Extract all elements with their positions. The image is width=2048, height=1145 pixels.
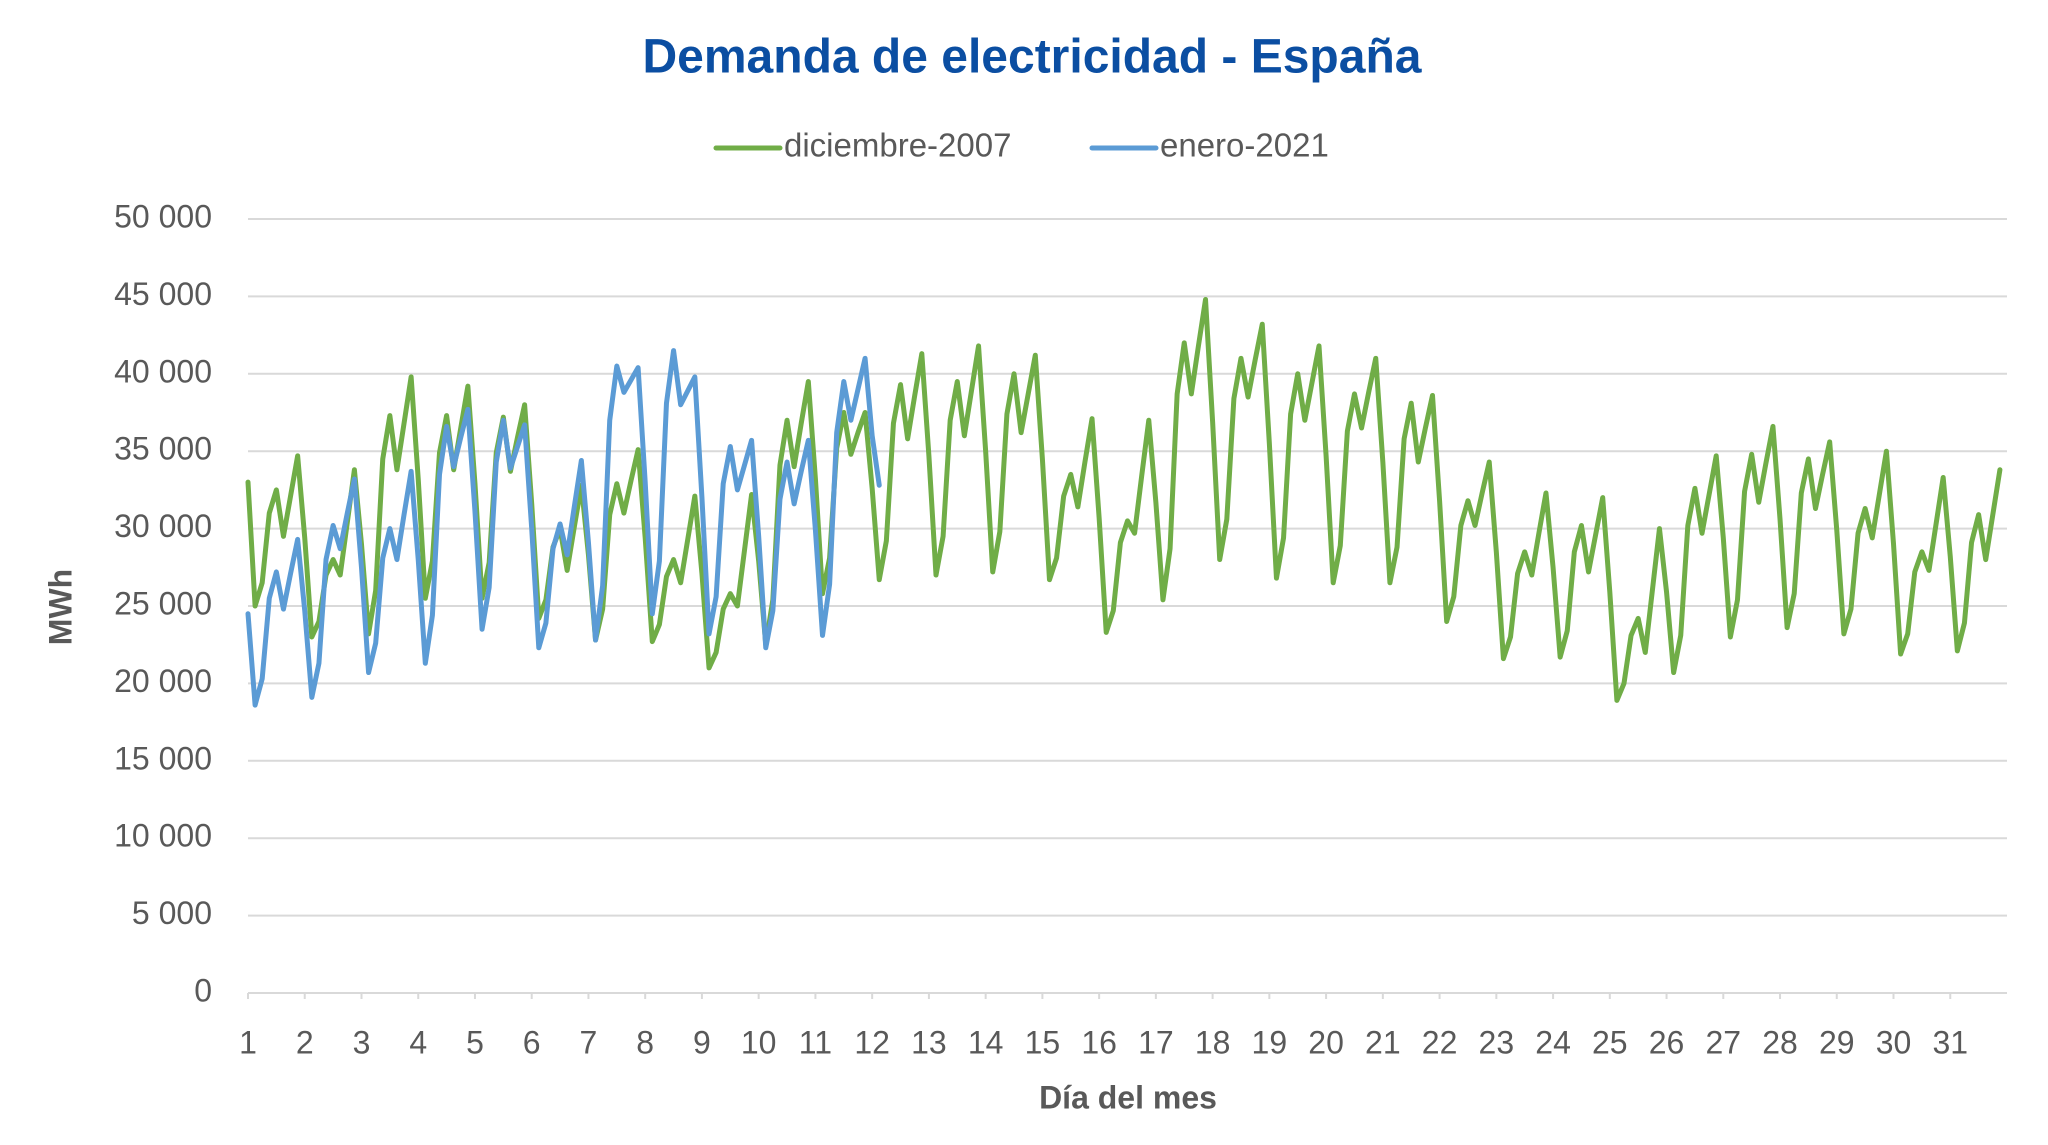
x-tick-label: 12 (854, 1024, 890, 1060)
x-tick-label: 24 (1535, 1024, 1571, 1060)
x-tick-label: 9 (693, 1024, 711, 1060)
y-tick-label: 0 (194, 972, 212, 1008)
x-tick-label: 2 (296, 1024, 314, 1060)
x-tick-label: 31 (1932, 1024, 1968, 1060)
x-tick-label: 29 (1819, 1024, 1855, 1060)
x-tick-label: 30 (1876, 1024, 1912, 1060)
x-tick-label: 27 (1705, 1024, 1741, 1060)
x-tick-label: 23 (1479, 1024, 1515, 1060)
x-tick-label: 5 (466, 1024, 484, 1060)
x-tick-label: 4 (409, 1024, 427, 1060)
x-tick-label: 26 (1649, 1024, 1685, 1060)
x-tick-label: 6 (523, 1024, 541, 1060)
y-tick-label: 50 000 (114, 198, 212, 234)
series-line (245, 348, 882, 708)
y-tick-label: 45 000 (114, 276, 212, 312)
x-tick-label: 18 (1195, 1024, 1231, 1060)
y-tick-label: 40 000 (114, 353, 212, 389)
x-tick-label: 20 (1308, 1024, 1344, 1060)
x-tick-label: 28 (1762, 1024, 1798, 1060)
x-tick-label: 25 (1592, 1024, 1628, 1060)
x-tick-label: 8 (636, 1024, 654, 1060)
legend-label: diciembre-2007 (784, 127, 1011, 164)
x-tick-label: 3 (353, 1024, 371, 1060)
x-axis-title: Día del mes (1039, 1079, 1217, 1115)
y-tick-label: 20 000 (114, 663, 212, 699)
chart-title: Demanda de electricidad - España (643, 31, 1422, 84)
x-tick-label: 16 (1081, 1024, 1117, 1060)
y-tick-label: 5 000 (132, 895, 212, 931)
legend-label: enero-2021 (1160, 127, 1329, 164)
y-tick-label: 35 000 (114, 431, 212, 467)
x-tick-label: 10 (741, 1024, 777, 1060)
series-line (245, 297, 2003, 703)
x-tick-label: 13 (911, 1024, 947, 1060)
y-tick-label: 25 000 (114, 585, 212, 621)
y-tick-label: 15 000 (114, 740, 212, 776)
y-tick-label: 10 000 (114, 818, 212, 854)
y-axis-title: MWh (42, 569, 78, 645)
x-tick-label: 11 (799, 1024, 832, 1060)
x-tick-label: 21 (1365, 1024, 1401, 1060)
y-tick-label: 30 000 (114, 508, 212, 544)
x-tick-label: 7 (580, 1024, 598, 1060)
x-tick-label: 1 (239, 1024, 257, 1060)
x-tick-label: 17 (1138, 1024, 1174, 1060)
x-tick-label: 14 (968, 1024, 1004, 1060)
x-tick-label: 22 (1422, 1024, 1458, 1060)
x-tick-label: 19 (1252, 1024, 1288, 1060)
x-tick-label: 15 (1025, 1024, 1061, 1060)
